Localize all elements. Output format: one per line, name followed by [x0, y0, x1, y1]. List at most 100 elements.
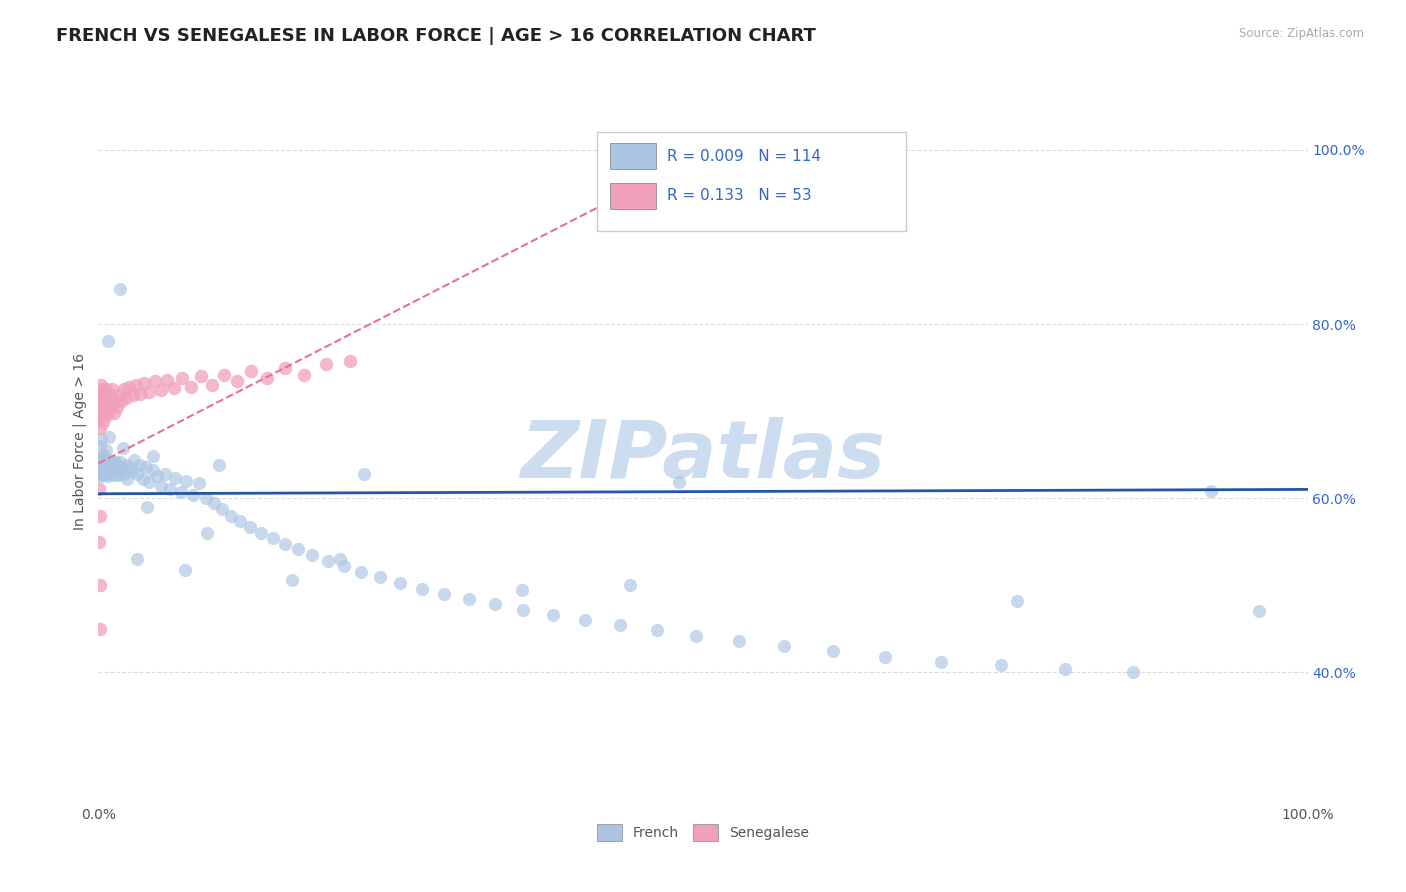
- Point: [93, 457, 115, 471]
- Point: [181, 488, 204, 502]
- Point: [1249, 604, 1271, 618]
- Point: [108, 282, 131, 296]
- Point: [138, 475, 160, 490]
- Point: [90, 469, 112, 483]
- Point: [89, 413, 111, 427]
- Point: [96, 458, 118, 472]
- Point: [211, 502, 233, 516]
- Point: [89, 467, 111, 481]
- Point: [91, 386, 114, 401]
- Point: [208, 458, 231, 472]
- Point: [94, 462, 117, 476]
- Point: [121, 464, 143, 478]
- Point: [316, 554, 339, 568]
- Point: [329, 552, 352, 566]
- Point: [112, 467, 135, 481]
- Point: [90, 400, 112, 414]
- Point: [143, 375, 166, 389]
- Point: [98, 430, 121, 444]
- Point: [172, 371, 194, 385]
- Point: [96, 452, 118, 467]
- Point: [115, 391, 138, 405]
- Point: [89, 409, 111, 423]
- Point: [90, 458, 112, 472]
- Point: [225, 375, 247, 389]
- Point: [89, 622, 111, 636]
- Point: [89, 465, 111, 479]
- Point: [104, 456, 127, 470]
- Point: [90, 459, 112, 474]
- Point: [128, 458, 150, 472]
- Point: [169, 485, 191, 500]
- Point: [685, 629, 707, 643]
- Point: [301, 548, 323, 562]
- Point: [93, 464, 115, 478]
- Point: [512, 602, 534, 616]
- Point: [645, 624, 668, 638]
- Point: [274, 360, 297, 375]
- Point: [110, 393, 132, 408]
- Point: [256, 371, 278, 385]
- Point: [262, 531, 284, 545]
- Point: [105, 461, 128, 475]
- Point: [89, 456, 111, 470]
- Point: [484, 597, 506, 611]
- Text: R = 0.009   N = 114: R = 0.009 N = 114: [666, 149, 821, 163]
- Point: [195, 525, 218, 540]
- Point: [97, 334, 120, 349]
- Point: [292, 368, 315, 382]
- Point: [212, 368, 235, 382]
- Point: [90, 391, 112, 405]
- Point: [89, 452, 111, 467]
- Point: [176, 474, 198, 488]
- Point: [103, 457, 125, 471]
- Point: [239, 520, 262, 534]
- Point: [219, 508, 242, 523]
- Point: [108, 388, 131, 402]
- Point: [89, 386, 111, 401]
- Point: [159, 483, 181, 497]
- Point: [91, 406, 114, 420]
- Point: [111, 460, 134, 475]
- Point: [574, 613, 596, 627]
- Point: [94, 400, 117, 414]
- Point: [156, 373, 179, 387]
- Point: [823, 644, 845, 658]
- Point: [411, 582, 433, 596]
- Point: [89, 421, 111, 435]
- Point: [125, 467, 148, 481]
- Point: [1199, 484, 1222, 499]
- Point: [111, 441, 134, 455]
- Point: [433, 587, 456, 601]
- Point: [91, 450, 114, 465]
- Point: [195, 491, 218, 505]
- Point: [389, 575, 412, 590]
- Point: [89, 534, 111, 549]
- Point: [134, 376, 156, 391]
- Point: [101, 463, 124, 477]
- Point: [98, 460, 121, 475]
- Point: [93, 397, 115, 411]
- Point: [609, 618, 631, 632]
- Point: [93, 455, 115, 469]
- Point: [90, 404, 112, 418]
- Point: [103, 406, 125, 420]
- Text: R = 0.133   N = 53: R = 0.133 N = 53: [666, 188, 811, 203]
- Point: [118, 459, 141, 474]
- Point: [89, 395, 111, 409]
- Point: [90, 454, 112, 468]
- Point: [89, 508, 111, 523]
- Point: [1007, 594, 1029, 608]
- Point: [100, 395, 122, 409]
- Point: [202, 496, 225, 510]
- Point: [333, 559, 356, 574]
- Point: [89, 578, 111, 592]
- Point: [155, 467, 177, 481]
- Point: [118, 380, 141, 394]
- Point: [98, 388, 121, 402]
- Point: [127, 552, 149, 566]
- Point: [94, 443, 117, 458]
- FancyBboxPatch shape: [610, 183, 655, 209]
- Point: [90, 432, 112, 446]
- Point: [97, 469, 120, 483]
